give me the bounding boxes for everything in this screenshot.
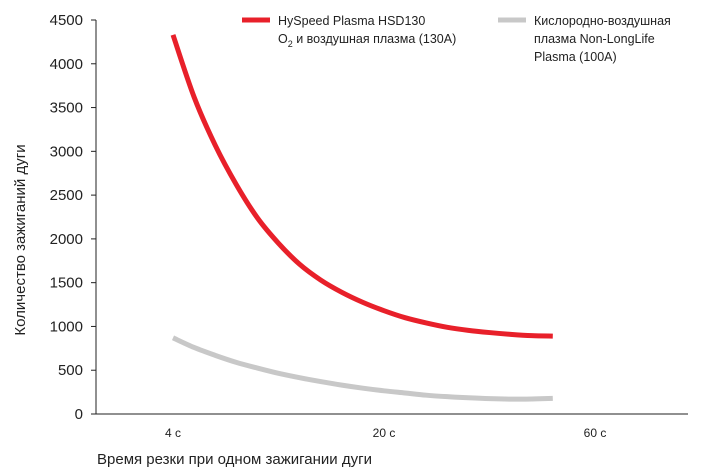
- legend-label-hyspeed-line2: O2 и воздушная плазма (130A): [278, 32, 456, 49]
- y-tick-label: 2000: [50, 231, 83, 248]
- legend-o-symbol: O: [278, 32, 288, 46]
- y-tick-label: 3000: [50, 143, 83, 160]
- legend-label-oxygen-air-line2: плазма Non-LongLife: [534, 32, 655, 46]
- y-tick-label: 3500: [50, 100, 83, 117]
- y-tick-label: 4500: [50, 12, 83, 29]
- y-tick-label: 4000: [50, 56, 83, 73]
- y-tick-label: 1500: [50, 275, 83, 292]
- y-axis-ticks: 0 500 1000 1500 2000 2500 3000 3500 4000 4500: [50, 12, 96, 423]
- y-tick-label: 2500: [50, 187, 83, 204]
- legend-item-hyspeed: HySpeed Plasma HSD130 O2 и воздушная пла…: [242, 14, 456, 49]
- legend-label-hyspeed-line1: HySpeed Plasma HSD130: [278, 14, 425, 28]
- x-axis-ticks: 4 c 20 c 60 c: [165, 426, 606, 440]
- legend-item-oxygen-air: Кислородно-воздушная плазма Non-LongLife…: [498, 14, 671, 64]
- x-axis-title: Время резки при одном зажигании дуги: [97, 451, 372, 468]
- legend-label-oxygen-air-line3: Plasma (100A): [534, 50, 617, 64]
- legend-hyspeed-suffix: и воздушная плазма (130A): [293, 32, 457, 46]
- x-tick-label: 20 c: [373, 426, 396, 440]
- series-line-hyspeed: [170, 34, 553, 339]
- legend-subscript-2: 2: [288, 39, 293, 49]
- y-axis-title: Количество зажиганий дуги: [12, 144, 29, 335]
- series-line-oxygen-air: [171, 335, 553, 402]
- y-tick-label: 500: [58, 362, 83, 379]
- x-tick-label: 60 c: [584, 426, 607, 440]
- legend-label-oxygen-air-line1: Кислородно-воздушная: [534, 14, 671, 28]
- y-tick-label: 1000: [50, 318, 83, 335]
- series-layer: [170, 34, 553, 402]
- legend: HySpeed Plasma HSD130 O2 и воздушная пла…: [242, 14, 671, 64]
- x-tick-label: 4 c: [165, 426, 181, 440]
- y-tick-label: 0: [75, 406, 83, 423]
